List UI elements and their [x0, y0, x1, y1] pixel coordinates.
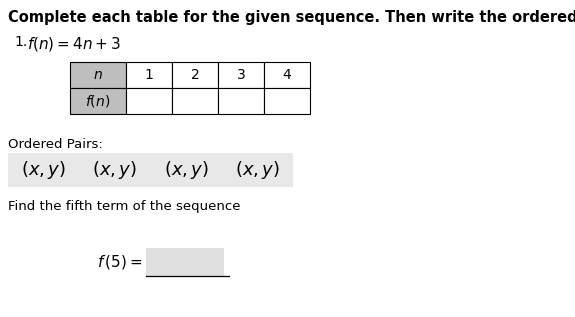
Bar [218, 62, 264, 88]
Bar [70, 62, 126, 88]
Bar [126, 62, 172, 88]
Text: 4: 4 [283, 68, 292, 82]
Bar [264, 88, 310, 114]
Text: Find the fifth term of the sequence: Find the fifth term of the sequence [8, 200, 240, 213]
Text: $(x, y)$: $(x, y)$ [93, 159, 137, 181]
Bar [172, 88, 218, 114]
Text: $(x, y)$: $(x, y)$ [235, 159, 280, 181]
Bar [218, 88, 264, 114]
Text: 3: 3 [237, 68, 246, 82]
Text: 1.: 1. [14, 35, 27, 49]
Text: $n$: $n$ [93, 68, 103, 82]
Bar [146, 248, 224, 276]
Text: Ordered Pairs:: Ordered Pairs: [8, 138, 103, 151]
Bar [126, 88, 172, 114]
Text: $f(n) = 4n + 3$: $f(n) = 4n + 3$ [27, 35, 121, 53]
Bar [172, 62, 218, 88]
Bar [70, 88, 126, 114]
Text: $(x, y)$: $(x, y)$ [164, 159, 209, 181]
Text: 1: 1 [144, 68, 154, 82]
Text: Complete each table for the given sequence. Then write the ordered pairs.: Complete each table for the given sequen… [8, 10, 575, 25]
Text: $(x, y)$: $(x, y)$ [21, 159, 66, 181]
Text: $f\,(5) =$: $f\,(5) =$ [97, 253, 143, 271]
Text: 2: 2 [191, 68, 200, 82]
Text: $f(n)$: $f(n)$ [85, 93, 110, 109]
Bar [264, 62, 310, 88]
Bar [8, 153, 293, 187]
